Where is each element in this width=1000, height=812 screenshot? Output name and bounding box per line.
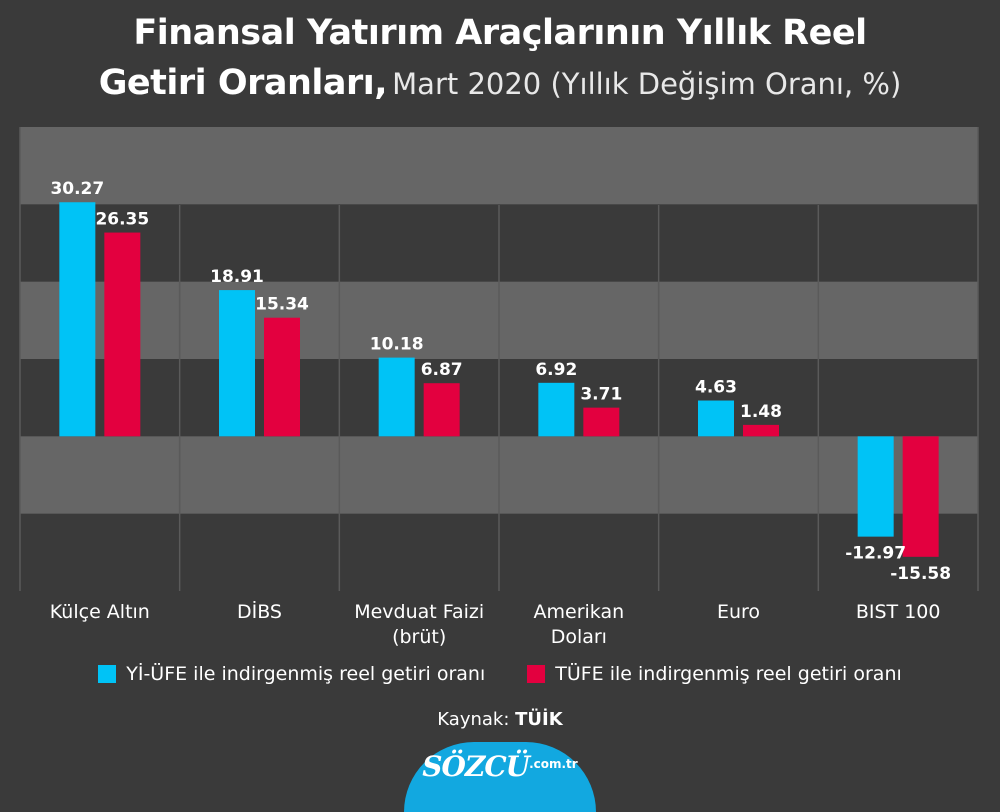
bar-yiufe-5 [857,436,894,537]
category-label: DİBS [237,600,282,623]
value-label: 15.34 [255,295,309,315]
value-labels: 30.27 26.35 18.91 15.34 10.18 6.87 6.923.71 4.6… [50,179,951,584]
category-label: Mevduat Faizi [354,601,484,623]
bar-tufe-1 [264,317,300,437]
legend-label-yiufe: Yİ-ÜFE ile indirgenmiş reel getiri oranı [126,663,486,685]
source-note: Kaynak: TÜİK [0,709,1000,730]
value-label: 4.63 [695,378,737,398]
legend-swatch-tufe [527,665,546,683]
value-label: -15.58 [890,564,951,584]
value-label: 30.27 [50,179,104,199]
bar-yiufe-1 [219,290,255,437]
bar-tufe-0 [104,232,141,437]
sozcu-logo: SÖZCÜ.com.tr [404,742,596,812]
category-label: BIST 100 [856,601,941,623]
category-label: Euro [717,601,760,623]
title-line-1: Finansal Yatırım Araçlarının Yıllık Reel [133,13,867,53]
value-label: 6.92 [535,360,577,380]
grid-band [20,127,978,205]
bars [59,202,939,557]
bar-tufe-4 [743,424,779,437]
bar-yiufe-0 [59,202,96,437]
bar-tufe-5 [902,436,939,557]
logo-domain-text: .com.tr [529,757,578,771]
source-value: TÜİK [515,709,563,730]
bar-yiufe-3 [538,382,575,437]
title-line-2: Getiri Oranları, Mart 2020 (Yıllık Değiş… [0,58,1000,114]
value-label: 26.35 [95,210,149,230]
legend-label-tufe: TÜFE ile indirgenmiş reel getiri oranı [555,663,902,685]
source-label: Kaynak: [437,709,510,730]
category-label: Amerikan [534,601,625,623]
grid-lines [19,127,979,591]
chart-title: Finansal Yatırım Araçlarının Yıllık Reel… [0,8,1000,114]
title-subtitle: Mart 2020 (Yıllık Değişim Oranı, %) [392,67,902,101]
value-label: 10.18 [370,335,424,355]
category-label: (brüt) [392,626,446,648]
category-label: Külçe Altın [50,601,150,623]
bar-yiufe-4 [698,400,734,437]
category-label: Doları [551,626,607,648]
title-line-2-main: Getiri Oranları, [98,63,388,103]
value-label: 6.87 [421,360,463,380]
legend-swatch-yiufe [98,665,117,683]
bar-tufe-3 [583,407,620,437]
value-label: 1.48 [740,402,782,422]
legend: Yİ-ÜFE ile indirgenmiş reel getiri oranı… [0,663,1000,685]
logo-main-text: SÖZCÜ [422,750,530,783]
bar-tufe-2 [423,383,460,437]
bar-yiufe-2 [378,357,415,437]
value-label: 3.71 [580,385,622,405]
legend-item-yiufe: Yİ-ÜFE ile indirgenmiş reel getiri oranı [98,663,485,685]
legend-item-tufe: TÜFE ile indirgenmiş reel getiri oranı [527,663,902,685]
value-label: -12.97 [845,544,906,564]
value-label: 18.91 [210,267,264,287]
category-labels: Külçe Altın DİBS Mevduat Faizi (brüt) Amerik… [50,600,941,648]
bar-chart: 30.27 26.35 18.91 15.34 10.18 6.87 6.923.71 4.6… [19,127,979,648]
